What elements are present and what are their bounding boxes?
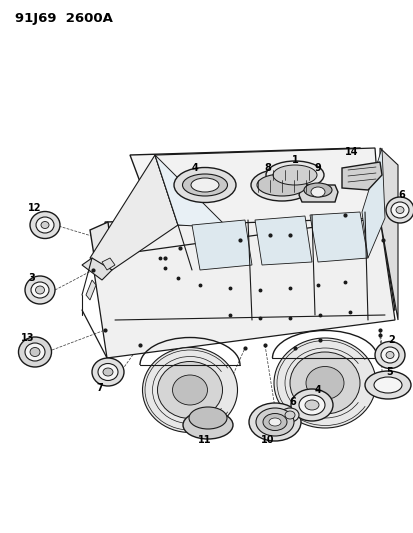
Ellipse shape: [255, 408, 293, 436]
Text: 91J69  2600A: 91J69 2600A: [15, 12, 113, 25]
Text: 13: 13: [21, 333, 35, 343]
Ellipse shape: [173, 167, 235, 203]
Ellipse shape: [262, 414, 286, 431]
Ellipse shape: [36, 286, 44, 294]
Ellipse shape: [250, 169, 312, 201]
Ellipse shape: [103, 368, 113, 376]
Text: 7: 7: [96, 383, 103, 393]
Ellipse shape: [248, 403, 300, 441]
Ellipse shape: [289, 352, 359, 414]
Text: 4: 4: [314, 385, 320, 395]
Ellipse shape: [25, 343, 45, 361]
Ellipse shape: [36, 217, 54, 233]
Ellipse shape: [19, 337, 51, 367]
Ellipse shape: [284, 411, 294, 419]
Ellipse shape: [268, 418, 280, 426]
Ellipse shape: [280, 408, 298, 422]
Ellipse shape: [374, 342, 404, 368]
Ellipse shape: [172, 375, 207, 405]
Ellipse shape: [364, 371, 410, 399]
Polygon shape: [341, 162, 381, 190]
Polygon shape: [102, 258, 115, 270]
Text: 9: 9: [314, 163, 320, 173]
Ellipse shape: [380, 347, 398, 363]
Text: 12: 12: [28, 203, 42, 213]
Ellipse shape: [272, 165, 316, 185]
Polygon shape: [90, 222, 120, 325]
Ellipse shape: [290, 389, 332, 421]
Ellipse shape: [182, 174, 227, 196]
Text: 11: 11: [198, 435, 211, 445]
Ellipse shape: [305, 367, 343, 400]
Text: 8: 8: [264, 163, 271, 173]
Ellipse shape: [190, 178, 218, 192]
Polygon shape: [254, 216, 311, 265]
Polygon shape: [82, 258, 112, 280]
Ellipse shape: [25, 276, 55, 304]
Polygon shape: [154, 155, 228, 228]
Text: 10: 10: [261, 435, 274, 445]
Ellipse shape: [41, 222, 49, 229]
Ellipse shape: [390, 202, 408, 218]
Text: 6: 6: [398, 190, 404, 200]
Ellipse shape: [142, 348, 237, 432]
Ellipse shape: [395, 206, 403, 214]
Ellipse shape: [30, 212, 60, 238]
Ellipse shape: [273, 338, 375, 428]
Text: 14: 14: [344, 147, 358, 157]
Ellipse shape: [385, 351, 393, 359]
Text: 2: 2: [388, 335, 394, 345]
Ellipse shape: [98, 364, 118, 381]
Polygon shape: [309, 212, 367, 262]
Ellipse shape: [304, 400, 318, 410]
Ellipse shape: [256, 174, 306, 196]
Polygon shape: [86, 280, 96, 300]
Ellipse shape: [310, 187, 324, 197]
Text: 5: 5: [386, 367, 392, 377]
Ellipse shape: [373, 377, 401, 393]
Ellipse shape: [31, 282, 49, 298]
Ellipse shape: [385, 197, 413, 223]
Polygon shape: [361, 148, 384, 258]
Ellipse shape: [30, 348, 40, 357]
Polygon shape: [92, 218, 394, 358]
Text: 1: 1: [291, 155, 298, 165]
Ellipse shape: [298, 395, 324, 415]
Polygon shape: [192, 220, 252, 270]
Polygon shape: [90, 155, 178, 270]
Text: 4: 4: [191, 163, 198, 173]
Ellipse shape: [183, 411, 233, 439]
Polygon shape: [105, 215, 394, 318]
Polygon shape: [379, 148, 397, 320]
Polygon shape: [130, 148, 379, 222]
Polygon shape: [154, 148, 379, 225]
Ellipse shape: [303, 183, 331, 197]
Ellipse shape: [189, 407, 226, 429]
Text: 6: 6: [289, 397, 296, 407]
Ellipse shape: [266, 161, 323, 189]
Polygon shape: [298, 185, 337, 202]
Ellipse shape: [92, 358, 124, 386]
Ellipse shape: [157, 361, 222, 418]
Text: 3: 3: [28, 273, 35, 283]
